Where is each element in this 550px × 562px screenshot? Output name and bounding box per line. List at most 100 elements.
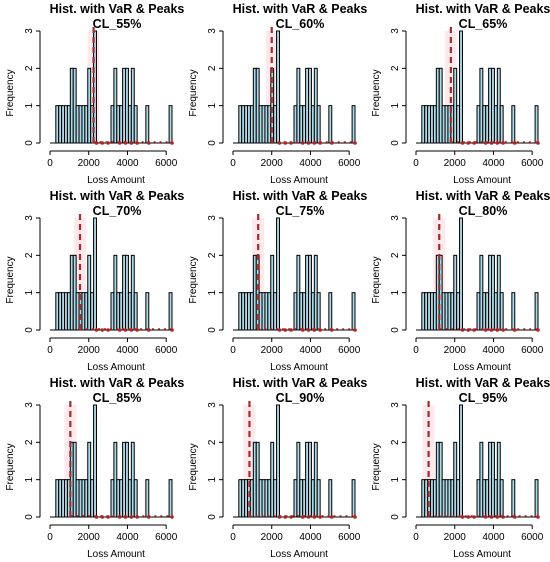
histogram-bar xyxy=(168,105,173,144)
x-tick-label: 0 xyxy=(230,158,236,169)
x-tick-label: 4000 xyxy=(116,532,139,543)
chart-subtitle: CL_65% xyxy=(459,17,508,31)
chart-title: Hist. with VaR & Peaks xyxy=(233,189,368,203)
y-tick-label: 2 xyxy=(390,65,401,71)
peak-point xyxy=(277,328,282,332)
x-tick-label: 2000 xyxy=(78,532,101,543)
histogram-panel: Hist. with VaR & Peaks CL_95% 0 1 2 3 Frequenc… xyxy=(366,374,550,561)
y-axis-label: Frequency xyxy=(188,69,199,116)
x-tick-label: 6000 xyxy=(155,345,178,356)
chart-title: Hist. with VaR & Peaks xyxy=(416,189,550,203)
y-tick-label: 3 xyxy=(207,402,218,408)
histogram-panel: Hist. with VaR & Peaks CL_80% 0 1 2 3 Frequenc… xyxy=(366,187,550,374)
x-axis-label: Loss Amount xyxy=(270,549,328,560)
y-tick-label: 2 xyxy=(207,439,218,445)
x-tick-label: 4000 xyxy=(299,532,322,543)
histogram-bar xyxy=(276,404,280,518)
x-tick-label: 6000 xyxy=(521,158,544,169)
peak-point xyxy=(94,141,99,145)
y-tick-label: 1 xyxy=(207,102,218,108)
peak-point xyxy=(483,141,488,145)
peak-point xyxy=(170,515,174,519)
x-tick-label: 0 xyxy=(47,345,53,356)
chart-title: Hist. with VaR & Peaks xyxy=(50,189,185,203)
peak-point xyxy=(460,515,465,519)
chart-subtitle: CL_70% xyxy=(93,204,142,218)
y-tick-label: 0 xyxy=(207,327,218,333)
peak-point xyxy=(283,328,288,332)
peak-point xyxy=(353,515,357,519)
x-tick-label: 4000 xyxy=(482,532,505,543)
y-tick-label: 0 xyxy=(390,514,401,520)
x-tick-label: 2000 xyxy=(444,345,467,356)
x-axis-label: Loss Amount xyxy=(453,549,511,560)
peak-point xyxy=(495,328,500,332)
x-tick-label: 4000 xyxy=(482,345,505,356)
chart-subtitle: CL_60% xyxy=(276,17,325,31)
peak-point xyxy=(483,515,488,519)
x-axis-label: Loss Amount xyxy=(87,175,145,186)
histogram-bar xyxy=(145,105,150,144)
peak-point xyxy=(106,328,110,332)
x-tick-label: 6000 xyxy=(338,345,361,356)
peak-point xyxy=(501,328,505,332)
y-tick-label: 3 xyxy=(207,215,218,221)
histogram-bar xyxy=(93,404,97,518)
histogram-panel: Hist. with VaR & Peaks CL_55% 0 1 2 3 Frequenc… xyxy=(0,0,184,187)
peak-point xyxy=(318,515,322,519)
y-tick-label: 3 xyxy=(390,402,401,408)
y-tick-label: 0 xyxy=(207,140,218,146)
histogram-bar xyxy=(511,479,516,518)
x-tick-label: 6000 xyxy=(338,158,361,169)
histogram-panel: Hist. with VaR & Peaks CL_75% 0 1 2 3 Frequenc… xyxy=(183,187,368,374)
y-tick-label: 0 xyxy=(24,140,35,146)
histogram-bar xyxy=(459,404,463,518)
chart-subtitle: CL_85% xyxy=(93,391,142,405)
chart-title: Hist. with VaR & Peaks xyxy=(50,376,185,390)
peak-point xyxy=(489,141,494,145)
y-axis-label: Frequency xyxy=(5,256,16,303)
histogram-bar xyxy=(511,105,516,144)
y-tick-label: 3 xyxy=(390,28,401,34)
histogram-panel: Hist. with VaR & Peaks CL_70% 0 1 2 3 Frequenc… xyxy=(0,187,185,374)
chart-subtitle: CL_55% xyxy=(93,17,142,31)
histogram-bar xyxy=(499,105,504,144)
x-tick-label: 6000 xyxy=(155,532,178,543)
x-tick-label: 6000 xyxy=(338,532,361,543)
y-tick-label: 1 xyxy=(24,102,35,108)
chart-title: Hist. with VaR & Peaks xyxy=(416,2,550,16)
y-tick-label: 2 xyxy=(207,65,218,71)
x-tick-label: 6000 xyxy=(521,345,544,356)
chart-subtitle: CL_95% xyxy=(459,391,508,405)
histogram-bar xyxy=(459,30,463,144)
histogram-bar xyxy=(328,479,333,518)
y-tick-label: 2 xyxy=(390,439,401,445)
x-tick-label: 4000 xyxy=(116,158,139,169)
x-tick-label: 2000 xyxy=(444,532,467,543)
peak-point xyxy=(129,328,134,332)
y-tick-label: 0 xyxy=(390,140,401,146)
x-tick-label: 4000 xyxy=(482,158,505,169)
y-tick-label: 3 xyxy=(24,402,35,408)
peak-point xyxy=(170,141,174,145)
chart-title: Hist. with VaR & Peaks xyxy=(233,376,368,390)
histogram-bar xyxy=(328,105,333,144)
histogram-panel: Hist. with VaR & Peaks CL_65% 0 1 2 3 Frequenc… xyxy=(366,0,550,187)
y-axis-label: Frequency xyxy=(188,443,199,490)
peak-point xyxy=(489,328,494,332)
x-axis-label: Loss Amount xyxy=(87,549,145,560)
x-tick-label: 0 xyxy=(413,158,419,169)
x-axis-label: Loss Amount xyxy=(270,175,328,186)
histogram-bar xyxy=(511,292,516,331)
histogram-bar xyxy=(534,479,539,518)
peak-point xyxy=(495,141,500,145)
peak-point xyxy=(472,328,476,332)
histogram-bar xyxy=(93,217,97,331)
peak-point xyxy=(94,328,99,332)
y-axis-label: Frequency xyxy=(371,256,382,303)
